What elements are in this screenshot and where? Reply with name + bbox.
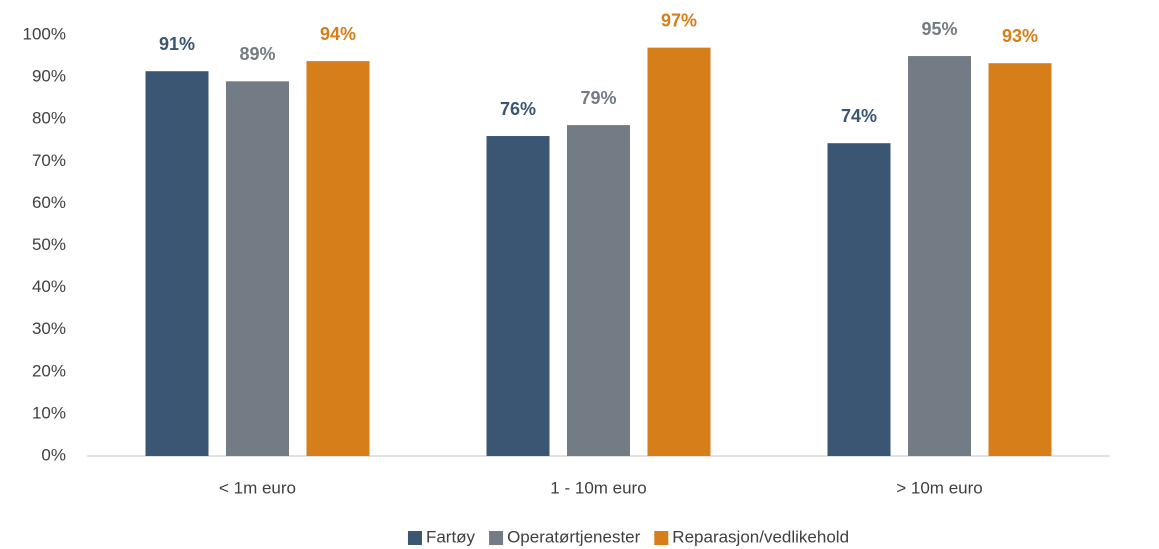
- bar: [988, 63, 1052, 456]
- data-label: 74%: [841, 106, 877, 126]
- legend-swatch: [654, 531, 669, 545]
- bar: [486, 136, 550, 457]
- y-tick-label: 60%: [32, 193, 66, 212]
- data-label: 93%: [1002, 26, 1038, 46]
- bar: [908, 56, 971, 457]
- legend-label: Operatørtjenester: [507, 527, 641, 546]
- x-tick-label: < 1m euro: [219, 478, 296, 497]
- y-tick-label: 0%: [41, 445, 66, 464]
- y-tick-label: 90%: [32, 67, 66, 86]
- bar: [567, 125, 630, 457]
- legend-label: Reparasjon/vedlikehold: [672, 527, 849, 546]
- data-label: 89%: [239, 44, 275, 64]
- data-label: 76%: [500, 99, 536, 119]
- y-tick-label: 40%: [32, 277, 66, 296]
- y-tick-label: 70%: [32, 151, 66, 170]
- y-tick-label: 100%: [23, 24, 66, 43]
- y-tick-label: 10%: [32, 403, 66, 422]
- y-tick-label: 80%: [32, 109, 66, 128]
- x-tick-label: > 10m euro: [896, 478, 982, 497]
- y-tick-label: 30%: [32, 319, 66, 338]
- bar: [647, 47, 711, 456]
- x-tick-label: 1 - 10m euro: [550, 478, 646, 497]
- data-label: 79%: [580, 88, 616, 108]
- data-label: 91%: [159, 34, 195, 54]
- data-label: 94%: [320, 24, 356, 44]
- y-tick-label: 50%: [32, 235, 66, 254]
- data-label: 97%: [661, 10, 697, 30]
- legend-swatch: [489, 531, 504, 545]
- y-tick-label: 20%: [32, 361, 66, 380]
- bar: [306, 61, 370, 457]
- legend-swatch: [407, 531, 422, 545]
- data-label: 95%: [921, 19, 957, 39]
- bar: [145, 71, 209, 457]
- legend-label: Fartøy: [426, 527, 476, 546]
- bar: [226, 81, 289, 456]
- bar: [827, 143, 891, 456]
